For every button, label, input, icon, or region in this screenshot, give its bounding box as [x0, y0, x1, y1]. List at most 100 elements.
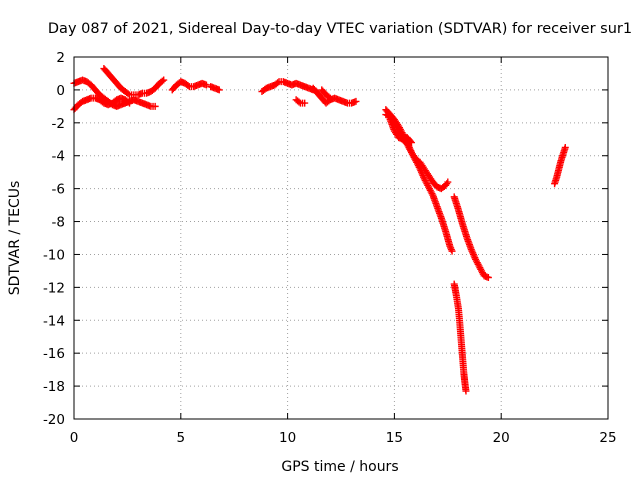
grid-lines: [74, 57, 608, 419]
data-point-run: [482, 272, 491, 281]
data-point-run: [178, 78, 188, 87]
data-point-run: [76, 99, 85, 108]
data-point: [126, 99, 134, 107]
data-point-run: [404, 140, 415, 155]
data-point: [448, 247, 456, 255]
data-point-run: [328, 95, 337, 103]
data-point-run: [264, 83, 273, 92]
y-tick-label: -8: [52, 215, 65, 231]
y-tick-label: -12: [43, 280, 65, 296]
data-point-run: [182, 80, 192, 90]
data-point-run: [71, 78, 81, 87]
data-point-run: [105, 71, 115, 81]
series-arc-2: [70, 94, 134, 114]
data-point-run: [323, 97, 333, 106]
data-point-run: [157, 77, 166, 86]
data-point-run: [400, 134, 410, 143]
data-point-run: [114, 95, 124, 103]
y-tick-label: -6: [52, 182, 65, 198]
data-point-run: [80, 77, 89, 85]
data-point-run: [101, 100, 111, 108]
data-point-run: [88, 82, 98, 93]
data-point-run: [101, 95, 111, 104]
data-point-run: [383, 107, 393, 117]
data-point-run: [118, 100, 128, 108]
y-tick-label: -4: [52, 149, 65, 165]
data-point-run: [387, 112, 397, 122]
data-point-run: [435, 184, 444, 192]
data-point-run: [472, 257, 483, 270]
data-point-run: [281, 78, 290, 87]
data-point-run: [76, 77, 85, 85]
data-point-run: [315, 90, 325, 101]
data-point-run: [396, 124, 406, 137]
data-point-run: [421, 176, 432, 189]
data-point-run: [148, 85, 158, 94]
data-point-run: [349, 98, 359, 107]
series-arc-9: [318, 86, 334, 102]
data-point-run: [174, 79, 183, 88]
series-arc-4: [168, 78, 210, 94]
data-point: [561, 144, 569, 151]
data-point-run: [84, 95, 94, 103]
data-marks: [70, 65, 569, 395]
series-arc-15: [551, 144, 569, 188]
y-tick-label: -2: [52, 116, 65, 132]
data-point-run: [560, 145, 569, 156]
y-tick-label: 2: [56, 50, 65, 66]
data-point-run: [195, 80, 205, 88]
data-point: [326, 94, 334, 102]
data-point: [407, 139, 415, 147]
data-point-run: [131, 96, 141, 105]
data-point: [352, 97, 360, 105]
data-point-run: [289, 80, 299, 88]
series-arc-14: [450, 280, 470, 395]
data-point-run: [114, 101, 124, 110]
data-point-run: [114, 81, 124, 91]
data-point: [301, 99, 309, 107]
data-point-run: [285, 80, 294, 88]
data-point-run: [200, 80, 209, 88]
data-point: [484, 273, 492, 281]
data-point-run: [558, 152, 567, 163]
data-point-run: [332, 95, 341, 103]
data-point-run: [97, 97, 106, 106]
chart-title: Day 087 of 2021, Sidereal Day-to-day VTE…: [48, 21, 632, 37]
data-point-run: [208, 83, 218, 92]
data-point-run: [430, 179, 440, 190]
data-point-run: [302, 83, 312, 92]
data-point-run: [268, 82, 277, 90]
data-point-run: [136, 98, 145, 107]
data-point: [160, 76, 168, 84]
data-point-run: [391, 129, 402, 140]
series-arc-5: [207, 83, 223, 94]
axis-ticks: 0 5 10 15 20 25-20-18-16-14-12-10-8-6-4-202: [43, 50, 617, 446]
data-point-run: [310, 85, 320, 96]
x-tick-label: 20: [493, 430, 510, 446]
data-point-run: [118, 85, 128, 94]
data-point-run: [136, 90, 145, 98]
data-point-run: [396, 134, 406, 143]
data-point: [215, 86, 223, 94]
data-point-run: [409, 150, 419, 161]
data-point-run: [212, 85, 222, 93]
series-arc-13: [450, 193, 492, 281]
y-tick-label: -16: [43, 346, 65, 362]
data-point-run: [391, 117, 402, 128]
data-point-run: [551, 175, 560, 186]
data-point-run: [468, 247, 479, 262]
data-point-run: [439, 182, 448, 192]
data-point-run: [421, 167, 432, 178]
x-axis-label: GPS time / hours: [281, 459, 398, 475]
data-point-run: [294, 97, 303, 106]
data-point-run: [477, 265, 487, 278]
x-tick-label: 10: [279, 430, 296, 446]
data-point-run: [447, 244, 455, 254]
data-point-run: [127, 96, 136, 105]
data-point-run: [123, 97, 132, 106]
data-point-run: [93, 95, 102, 103]
data-point-run: [169, 82, 179, 93]
y-tick-label: -18: [43, 379, 65, 395]
